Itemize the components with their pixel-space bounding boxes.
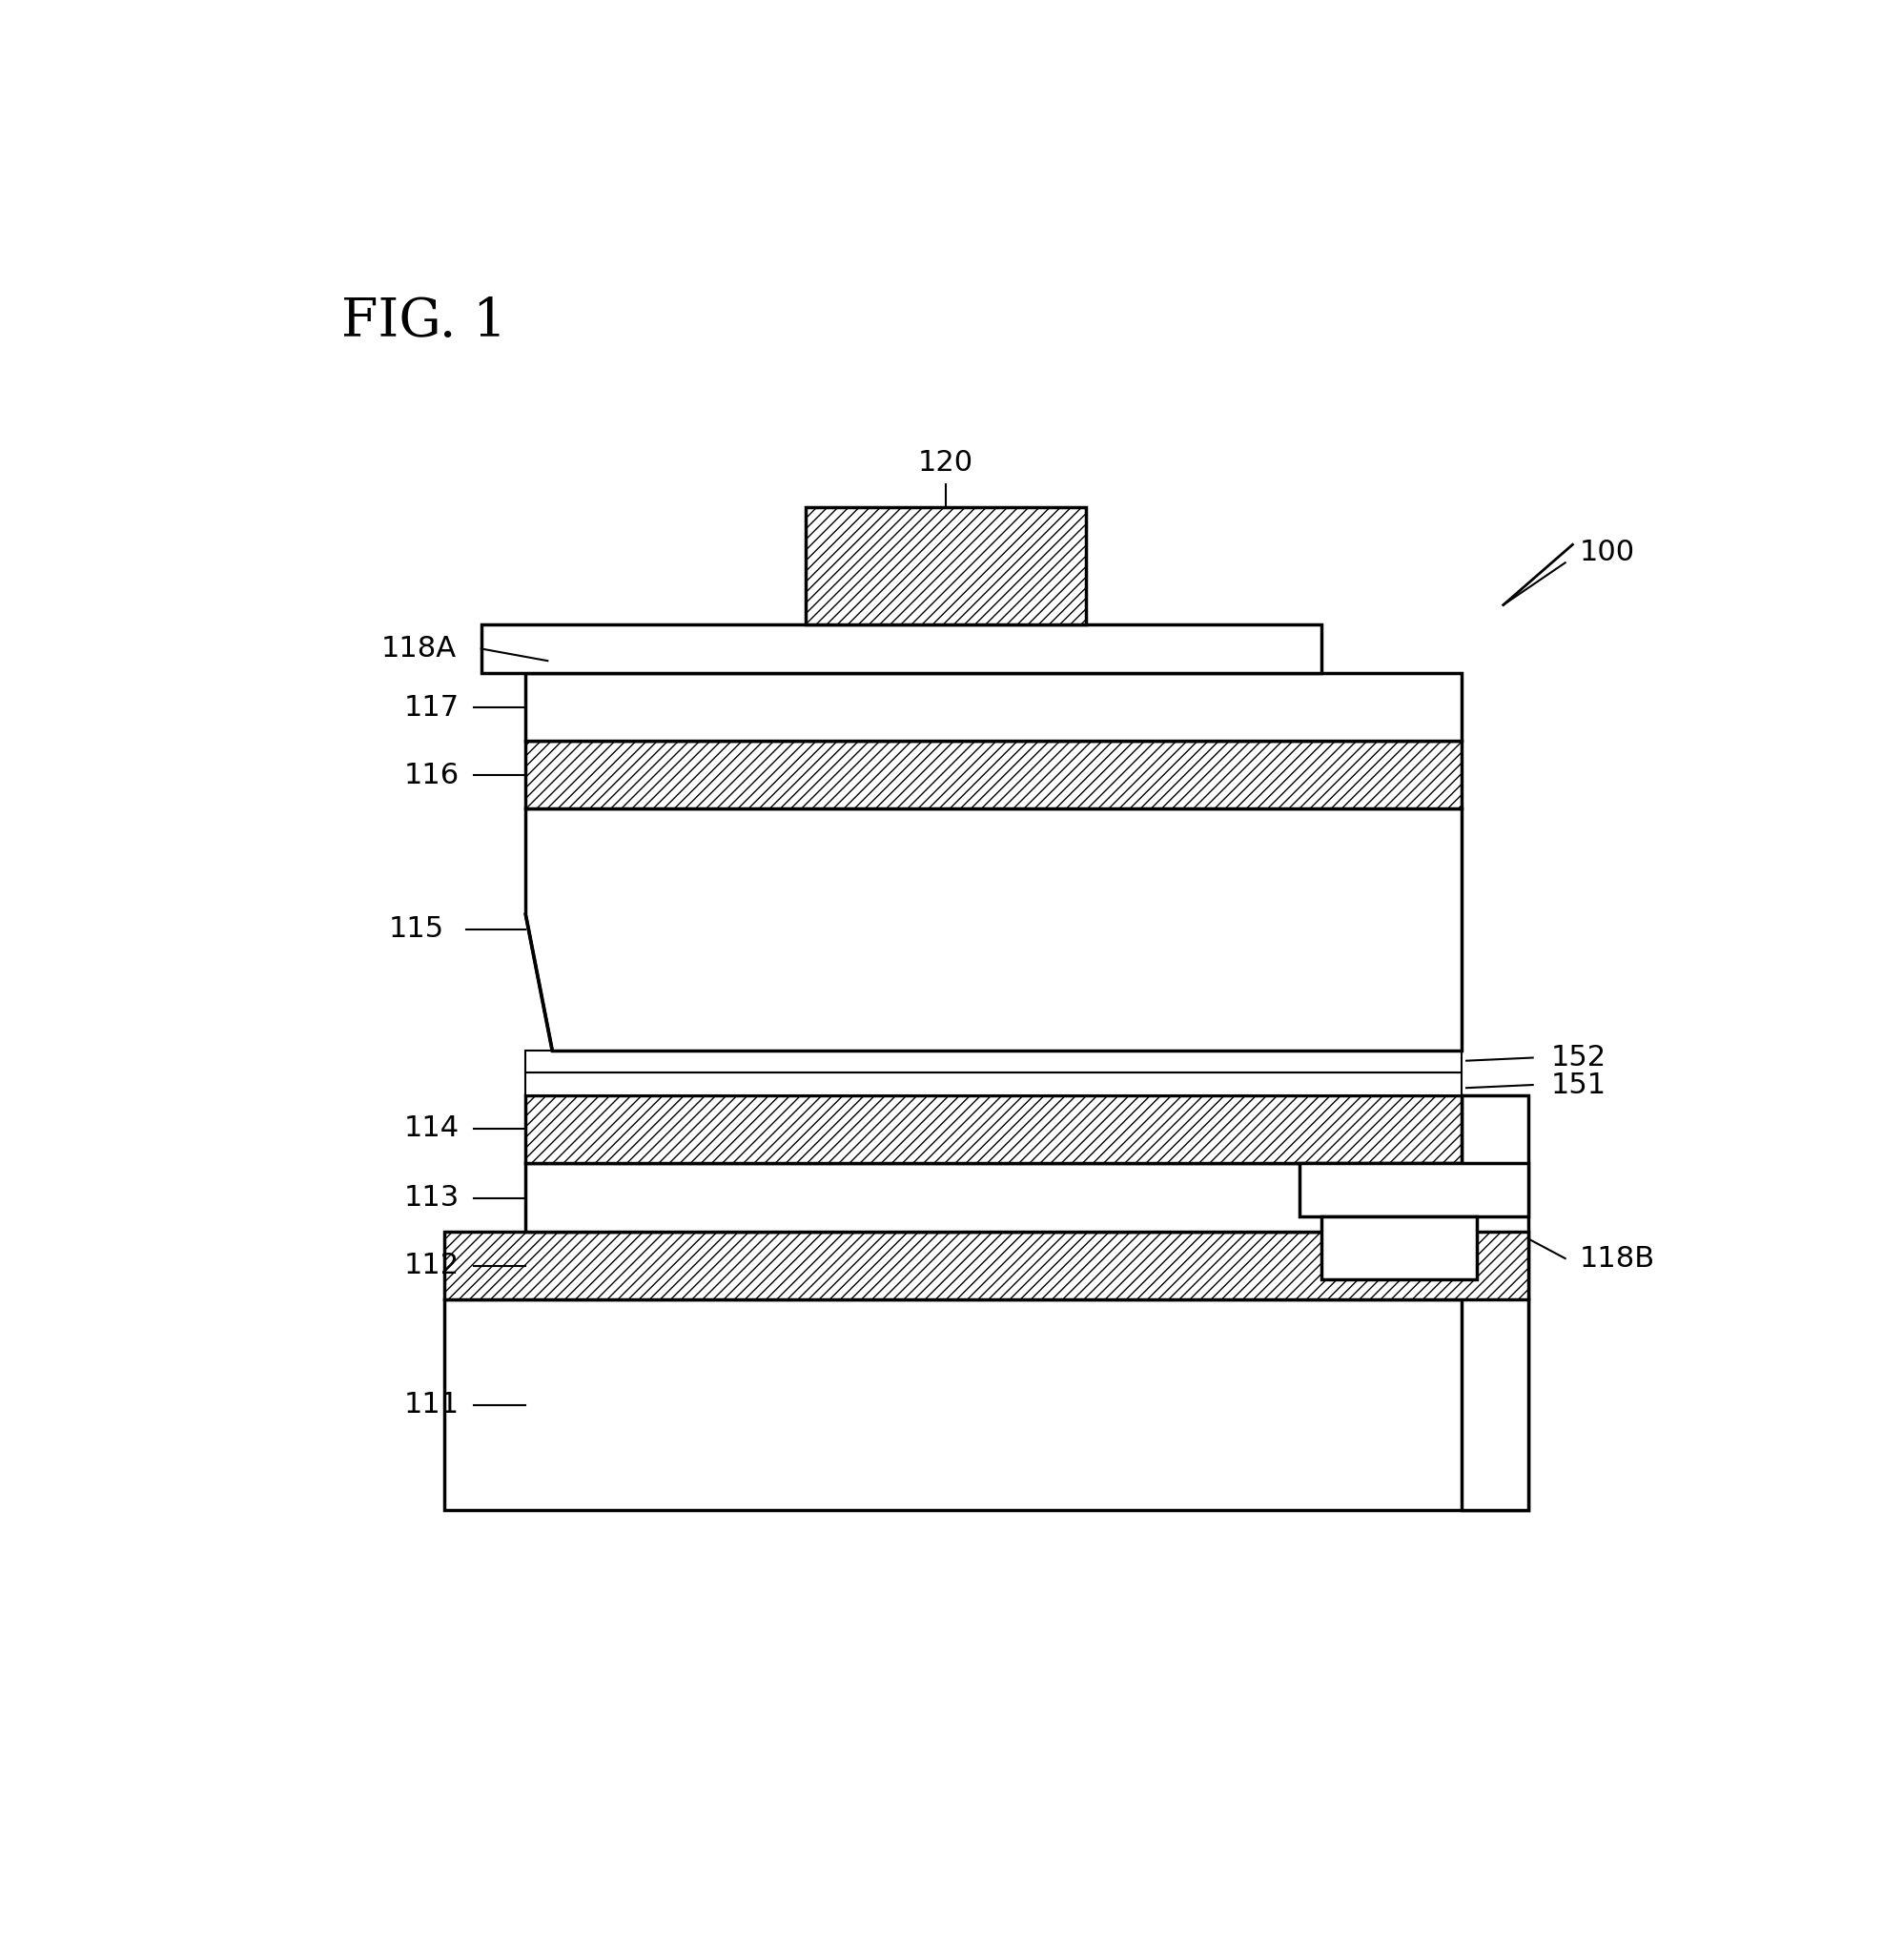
Text: 151: 151 (1551, 1070, 1606, 1100)
Text: 114: 114 (403, 1115, 459, 1143)
Text: 152: 152 (1551, 1045, 1606, 1072)
Bar (525, 1096, 1462, 1164)
Bar (1323, 1215, 1477, 1280)
Text: 116: 116 (403, 762, 459, 790)
Bar (481, 625, 1323, 672)
Text: 118B: 118B (1579, 1245, 1656, 1272)
Text: 115: 115 (388, 915, 443, 943)
Bar (525, 1051, 1462, 1072)
Text: 113: 113 (403, 1184, 459, 1211)
Text: 120: 120 (917, 449, 974, 476)
Text: 112: 112 (403, 1252, 459, 1280)
Bar (1300, 1164, 1528, 1215)
Bar (1462, 1096, 1528, 1511)
Bar (805, 508, 1087, 625)
Text: 100: 100 (1579, 539, 1635, 566)
Text: 118A: 118A (381, 635, 457, 662)
Bar (443, 1299, 1528, 1511)
Polygon shape (525, 809, 1462, 1051)
Text: FIG. 1: FIG. 1 (341, 296, 506, 347)
Bar (443, 1231, 1528, 1299)
Text: 117: 117 (403, 694, 459, 721)
Bar (525, 1164, 1462, 1231)
Bar (525, 741, 1462, 809)
Bar (525, 1072, 1462, 1096)
Text: 111: 111 (403, 1392, 459, 1419)
Bar (525, 672, 1462, 741)
